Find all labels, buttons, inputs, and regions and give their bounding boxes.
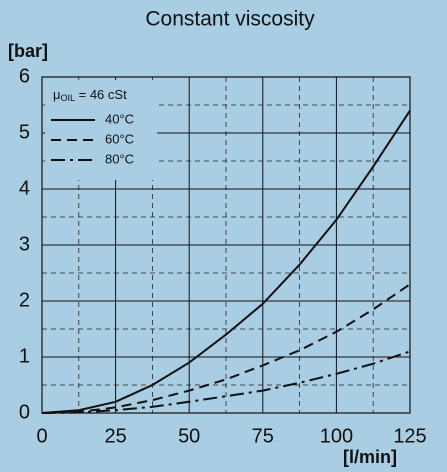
x-tick-label: 50: [178, 425, 200, 447]
series-line: [41, 350, 411, 414]
y-tick-label: 2: [19, 289, 30, 311]
legend-label: 80°C: [105, 151, 134, 166]
legend-note-symbol: μ: [53, 87, 61, 102]
legend-note-text: = 46 cSt: [75, 87, 127, 102]
y-tick-label: 5: [19, 121, 30, 143]
x-tick-label: 125: [393, 425, 426, 447]
x-tick-label: 0: [36, 425, 47, 447]
chart-title: Constant viscosity: [145, 8, 315, 31]
series-line: [41, 283, 411, 414]
y-tick-label: 3: [19, 233, 30, 255]
y-tick-label: 4: [19, 177, 30, 199]
y-tick-label: 1: [19, 345, 30, 367]
y-axis-label: [bar]: [8, 41, 48, 61]
legend-box: [45, 80, 157, 180]
legend-note: μOIL = 46 cSt: [53, 87, 127, 103]
legend-label: 40°C: [105, 111, 134, 126]
legend-label: 60°C: [105, 131, 134, 146]
x-tick-label: 25: [104, 425, 126, 447]
y-tick-label: 6: [19, 65, 30, 87]
series-line: [41, 110, 411, 414]
x-tick-label: 100: [320, 425, 353, 447]
y-tick-label: 0: [19, 401, 30, 423]
x-axis-label: [l/min]: [343, 447, 397, 467]
x-tick-label: 75: [252, 425, 274, 447]
plot-frame: [41, 76, 411, 414]
legend-note-subscript: OIL: [61, 93, 76, 103]
